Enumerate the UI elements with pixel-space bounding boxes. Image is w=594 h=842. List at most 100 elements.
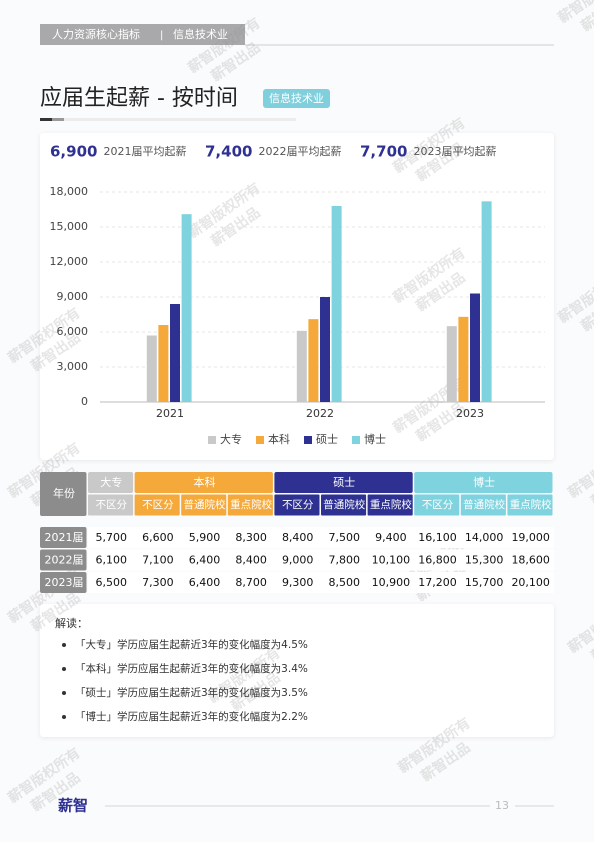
bullet bbox=[62, 691, 66, 695]
sub-header-bg bbox=[414, 494, 460, 516]
cell: 8,700 bbox=[235, 576, 267, 589]
deco bbox=[40, 118, 52, 121]
stat-value: 7,700 bbox=[360, 143, 407, 161]
cell: 9,000 bbox=[282, 554, 314, 567]
x-tick-label: 2022 bbox=[306, 407, 334, 420]
header-separator: | bbox=[160, 30, 163, 41]
sub-header-bg bbox=[321, 494, 367, 516]
row-label-bg bbox=[40, 549, 87, 571]
y-tick-label: 0 bbox=[81, 395, 88, 408]
cell: 17,200 bbox=[418, 576, 457, 589]
bar bbox=[458, 316, 469, 402]
sub-header: 重点院校 bbox=[370, 498, 412, 511]
sub-header: 不区分 bbox=[282, 499, 314, 511]
sub-header-bg bbox=[134, 494, 180, 516]
bar bbox=[296, 330, 307, 402]
sub-header-bg bbox=[181, 494, 227, 516]
x-tick-label: 2023 bbox=[456, 407, 484, 420]
tag: 信息技术业 bbox=[269, 91, 324, 105]
row-bg bbox=[88, 527, 554, 548]
cell: 10,100 bbox=[372, 554, 411, 567]
bullet bbox=[62, 643, 66, 647]
sub-header-bg bbox=[460, 494, 506, 516]
page-number: 13 bbox=[495, 799, 509, 812]
sub-header: 不区分 bbox=[96, 499, 128, 511]
row-label: 2022届 bbox=[45, 554, 84, 567]
row-label: 2021届 bbox=[45, 531, 84, 544]
legend-label: 本科 bbox=[268, 432, 290, 446]
sub-header: 不区分 bbox=[422, 499, 454, 511]
group-header: 大专 bbox=[100, 475, 122, 489]
cell: 9,300 bbox=[282, 576, 314, 589]
note-item: 「硕士」学历应届生起薪近3年的变化幅度为3.5% bbox=[75, 686, 308, 699]
cell: 7,800 bbox=[329, 554, 361, 567]
sub-header-bg bbox=[88, 494, 134, 516]
stat-value: 6,900 bbox=[50, 143, 97, 161]
cell: 10,900 bbox=[372, 576, 411, 589]
deco bbox=[52, 118, 64, 121]
group-header: 博士 bbox=[473, 476, 495, 489]
page-title: 应届生起薪 - 按时间 bbox=[40, 86, 238, 111]
bar bbox=[470, 293, 480, 402]
chart-card bbox=[40, 133, 554, 460]
cell: 15,700 bbox=[465, 576, 504, 589]
sub-header-bg bbox=[507, 494, 553, 516]
group-header: 硕士 bbox=[333, 476, 355, 489]
sub-header-bg bbox=[367, 494, 413, 516]
legend-swatch bbox=[304, 436, 312, 444]
legend-label: 硕士 bbox=[316, 433, 338, 446]
tag-bg bbox=[263, 89, 330, 108]
cell: 5,700 bbox=[96, 531, 128, 544]
header-title: 人力资源核心指标 bbox=[52, 27, 140, 41]
cell: 15,300 bbox=[465, 554, 504, 567]
bullet bbox=[62, 715, 66, 719]
note-title: 解读： bbox=[55, 616, 88, 630]
cell: 7,500 bbox=[329, 531, 361, 544]
cell: 16,800 bbox=[418, 554, 457, 567]
sub-header: 重点院校 bbox=[510, 498, 552, 511]
bar bbox=[158, 325, 169, 402]
stat-label: 2023届平均起薪 bbox=[413, 145, 496, 158]
cell: 8,400 bbox=[282, 531, 314, 544]
group-header-bg bbox=[134, 472, 273, 493]
legend-swatch bbox=[352, 436, 360, 444]
footer-logo: 薪智 bbox=[58, 797, 88, 815]
cell: 6,100 bbox=[96, 554, 128, 567]
y-tick-label: 18,000 bbox=[50, 185, 89, 198]
cell: 9,400 bbox=[375, 531, 407, 544]
note-item: 「博士」学历应届生起薪近3年的变化幅度为2.2% bbox=[75, 710, 308, 723]
sub-header-bg bbox=[274, 494, 320, 516]
cell: 6,600 bbox=[142, 531, 174, 544]
header-section: 信息技术业 bbox=[173, 27, 228, 41]
sub-header: 普通院校 bbox=[463, 498, 505, 511]
bar bbox=[481, 201, 492, 402]
cell: 6,400 bbox=[189, 576, 221, 589]
cell: 8,500 bbox=[329, 576, 361, 589]
cell: 19,000 bbox=[511, 531, 550, 544]
y-tick-label: 3,000 bbox=[57, 360, 89, 373]
sub-header: 不区分 bbox=[142, 499, 174, 511]
cell: 16,100 bbox=[418, 531, 457, 544]
legend-label: 博士 bbox=[364, 433, 386, 446]
cell: 6,500 bbox=[96, 576, 128, 589]
row-label-bg bbox=[40, 527, 87, 548]
group-header: 本科 bbox=[194, 475, 216, 489]
row-label: 2023届 bbox=[45, 576, 84, 589]
sub-header: 普通院校 bbox=[323, 498, 365, 511]
deco bbox=[64, 118, 296, 121]
bar bbox=[146, 335, 157, 402]
stat-label: 2022届平均起薪 bbox=[258, 145, 341, 158]
legend-label: 大专 bbox=[220, 432, 242, 446]
cell: 8,300 bbox=[235, 531, 267, 544]
cell: 5,900 bbox=[189, 531, 221, 544]
note-card bbox=[40, 604, 554, 737]
y-tick-label: 12,000 bbox=[50, 255, 89, 268]
year-header-bg bbox=[40, 472, 87, 516]
bullet bbox=[62, 667, 66, 671]
x-tick-label: 2021 bbox=[156, 407, 184, 420]
row-label-bg bbox=[40, 572, 87, 593]
bar bbox=[331, 206, 342, 402]
cell: 18,600 bbox=[511, 554, 550, 567]
bar bbox=[181, 214, 192, 402]
